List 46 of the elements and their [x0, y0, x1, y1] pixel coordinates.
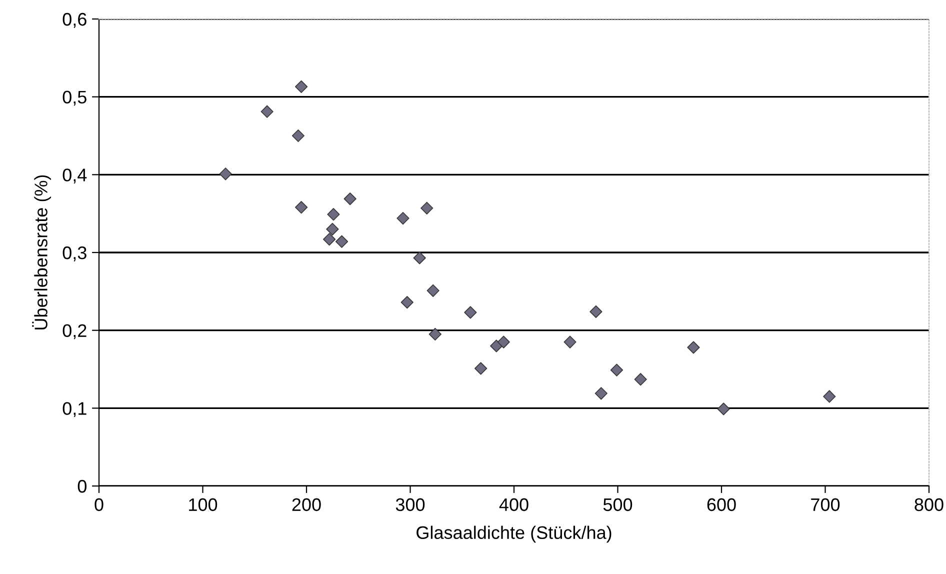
point: [490, 340, 503, 352]
y-tick-label: 0,5: [62, 90, 86, 106]
point: [335, 235, 348, 248]
point: [413, 252, 426, 264]
point: [497, 336, 510, 348]
x-tick-label: 400: [499, 498, 528, 512]
point: [327, 208, 340, 221]
point: [610, 364, 624, 376]
y-tick-label: 0: [78, 480, 86, 493]
point: [594, 387, 608, 400]
point: [564, 336, 576, 348]
point: [344, 192, 356, 206]
x-tick-label: 200: [292, 498, 321, 512]
point: [428, 328, 442, 341]
x-axis-title: Glasaaldichte (Stück/ha): [416, 526, 612, 543]
point: [219, 168, 232, 180]
x-tick-label: 100: [189, 498, 218, 512]
point: [464, 306, 477, 319]
point: [295, 201, 308, 214]
point: [292, 129, 305, 142]
y-tick-label: 0,1: [62, 402, 86, 418]
point: [400, 296, 414, 309]
x-tick-label: 800: [914, 498, 944, 512]
x-tick-label: 300: [396, 498, 425, 512]
point: [474, 362, 488, 375]
y-tick-label: 0,2: [62, 324, 86, 340]
x-tick-label: 0: [94, 498, 104, 512]
point: [295, 80, 308, 94]
y-tick-label: 0,4: [62, 168, 87, 184]
y-tick-label: 0,3: [62, 246, 86, 262]
point: [420, 202, 434, 214]
point: [823, 390, 836, 403]
point: [396, 212, 410, 225]
point: [426, 284, 440, 297]
point: [260, 105, 274, 118]
point: [717, 402, 730, 416]
x-tick-label: 700: [811, 498, 840, 512]
point: [634, 373, 647, 386]
point: [687, 341, 700, 354]
y-axis-title: Überlebensrate (%): [32, 175, 51, 330]
x-tick-label: 500: [603, 498, 632, 512]
point: [326, 222, 339, 236]
point: [323, 232, 336, 246]
x-tick-label: 600: [707, 498, 736, 512]
y-tick-label: 0,6: [62, 12, 86, 28]
point: [590, 305, 602, 318]
